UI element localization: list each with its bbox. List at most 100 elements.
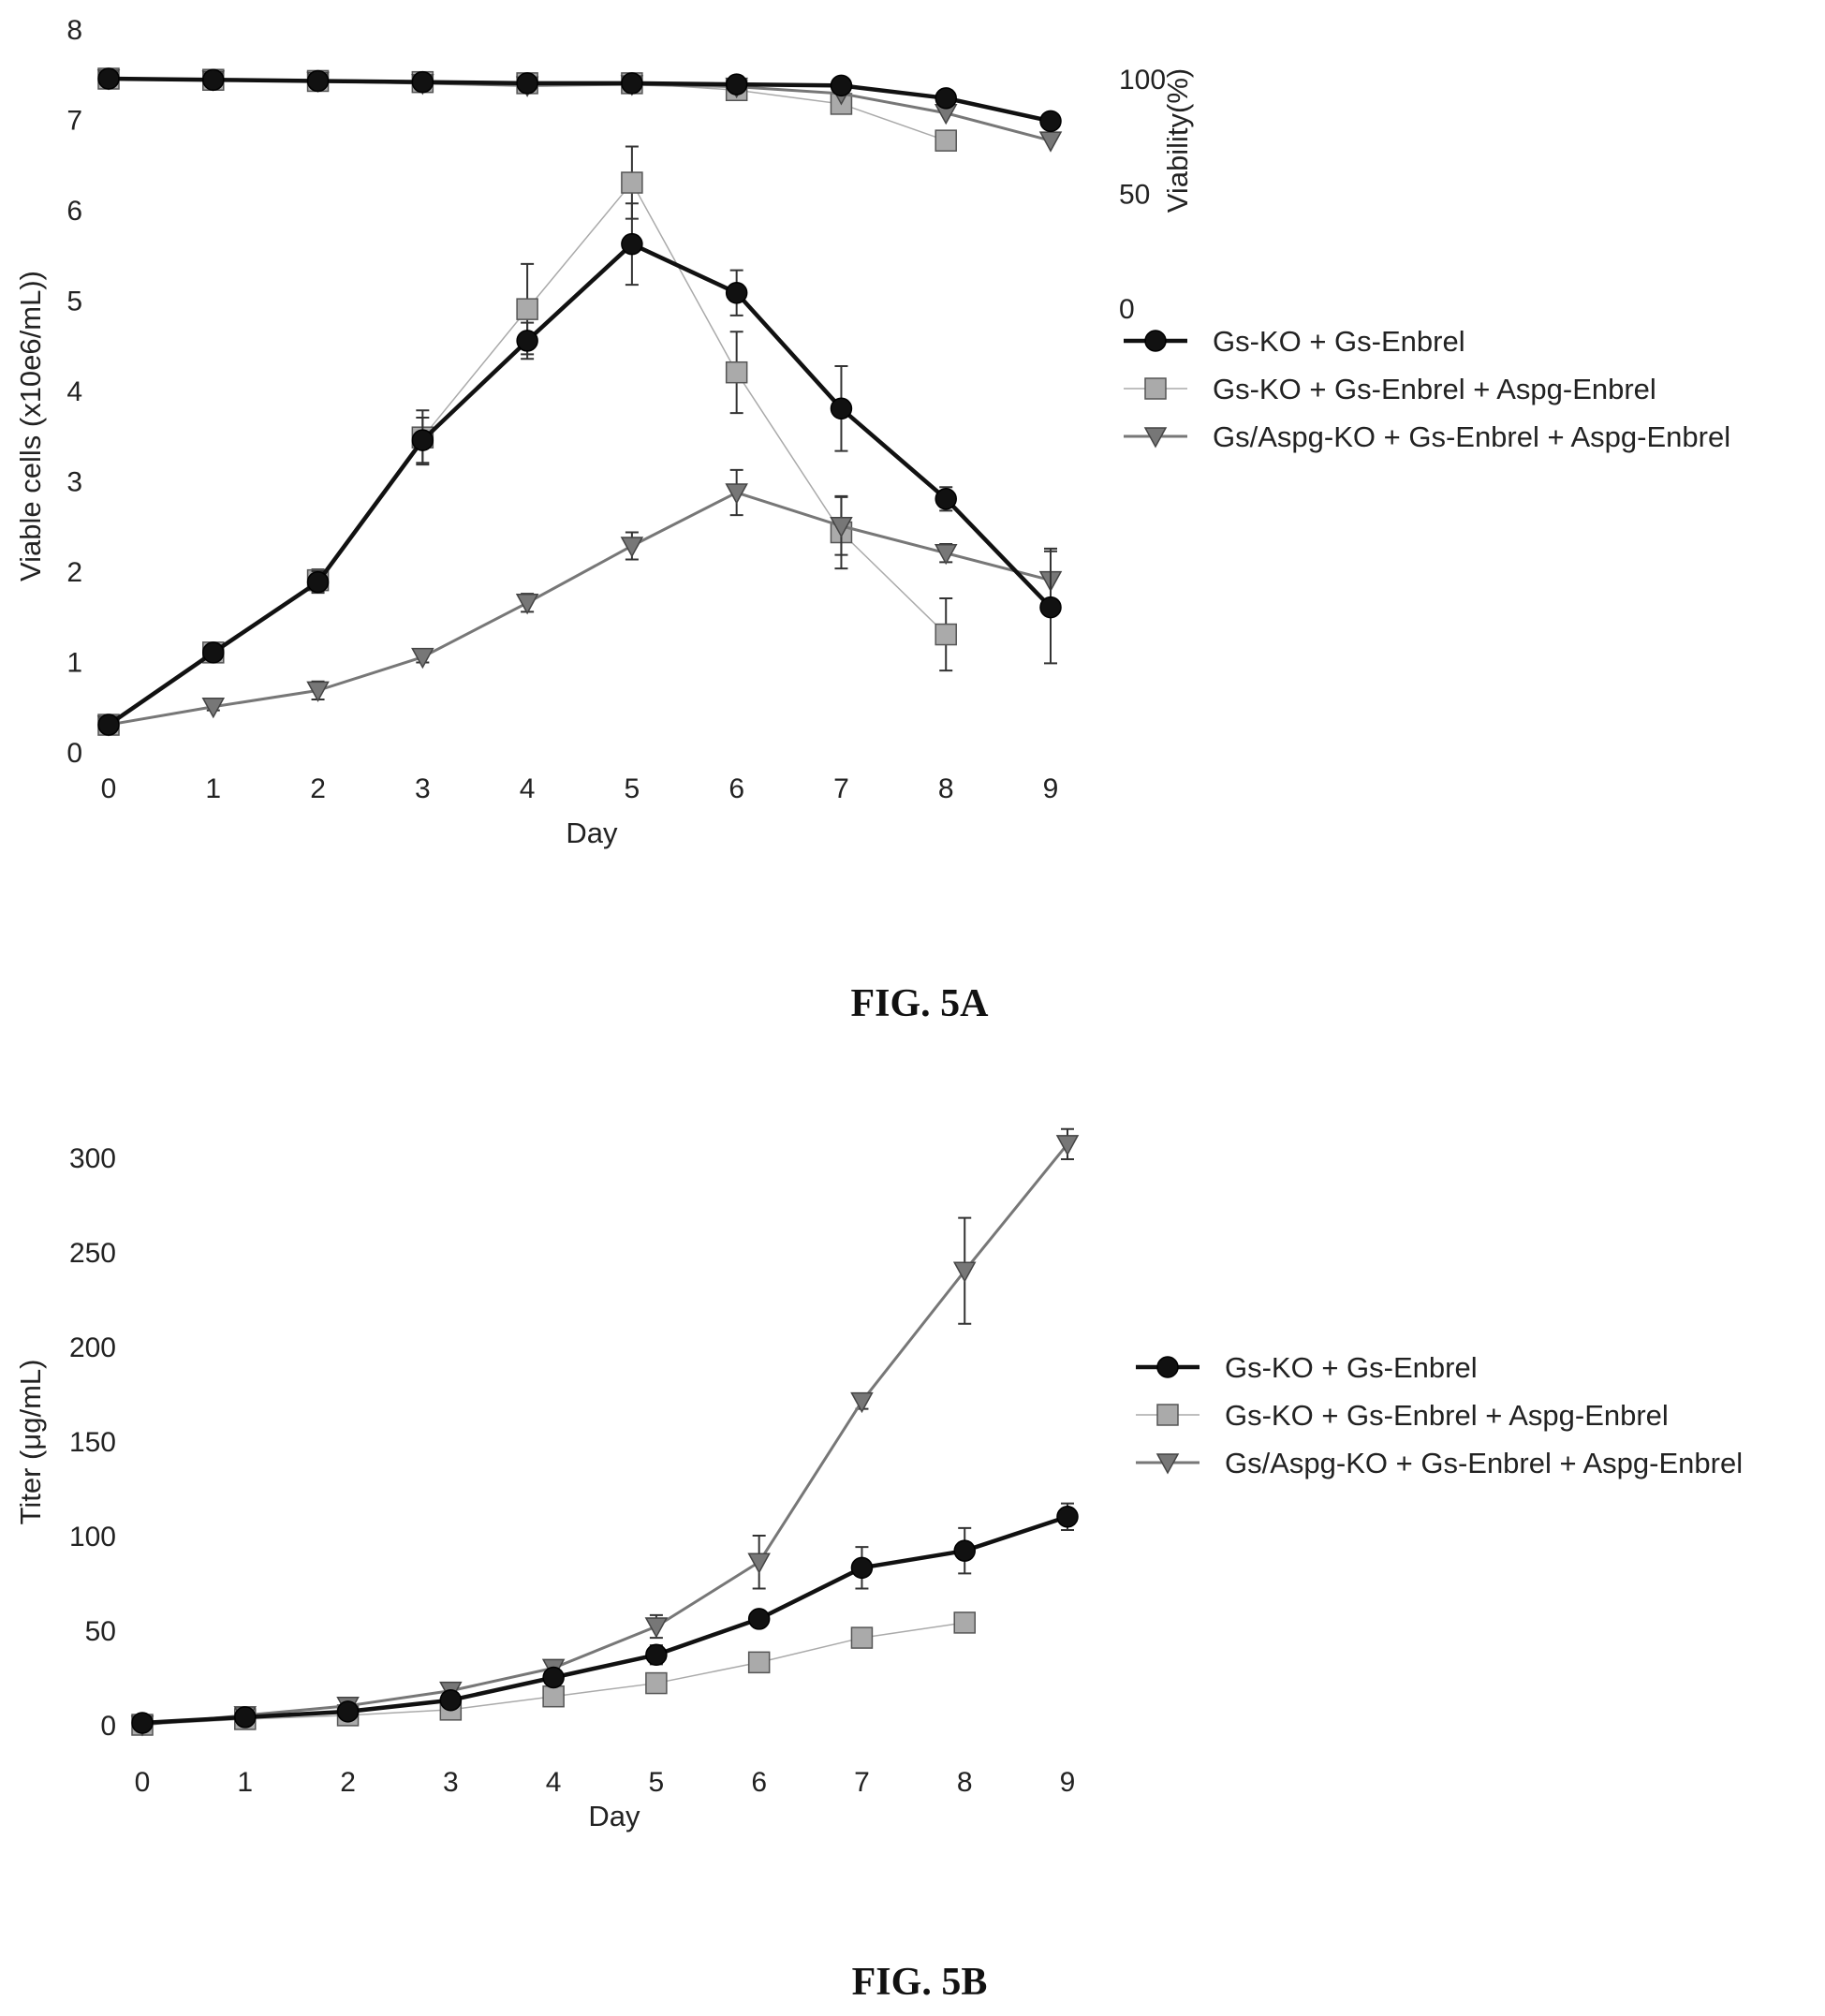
data-point (830, 74, 853, 97)
y-tick-label: 7 (66, 106, 82, 137)
x-tick-label: 6 (751, 1767, 767, 1798)
data-point (747, 1552, 771, 1574)
data-point (1039, 596, 1062, 619)
chart-5b-ticks: 0 1 2 3 4 5 6 7 8 9 0 50 100 150 200 250 300 (69, 1143, 1075, 1798)
x-tick-label: 8 (938, 773, 954, 804)
data-point (97, 714, 120, 736)
legend-entry: Gs-KO + Gs-Enbrel + Aspg-Enbrel (1124, 373, 1656, 405)
data-point (952, 1261, 977, 1283)
legend-marker (1156, 1356, 1179, 1378)
x-tick-label: 9 (1060, 1767, 1076, 1798)
data-point (850, 1556, 874, 1580)
chart-5b-xlabel: Day (588, 1800, 640, 1832)
data-point (1039, 110, 1062, 133)
series-line (108, 77, 1052, 142)
data-point (725, 361, 748, 384)
x-tick-label: 1 (237, 1767, 253, 1798)
chart-5b-caption: FIG. 5B (852, 1961, 988, 2004)
x-tick-label: 6 (729, 773, 744, 804)
data-point (725, 483, 748, 505)
legend-label: Gs/Aspg-KO + Gs-Enbrel + Aspg-Enbrel (1213, 420, 1730, 453)
legend-label: Gs/Aspg-KO + Gs-Enbrel + Aspg-Enbrel (1225, 1447, 1743, 1479)
data-point (621, 171, 643, 194)
legend-entry: Gs-KO + Gs-Enbrel (1136, 1351, 1478, 1384)
x-tick-label: 1 (205, 773, 221, 804)
series-1 (97, 145, 957, 736)
legend-marker (1144, 330, 1167, 352)
data-point (1038, 131, 1063, 153)
data-point (131, 1712, 154, 1734)
y-tick-label: 2 (66, 557, 82, 588)
data-point (234, 1706, 257, 1729)
chart-5a-ticks: 0 1 2 3 4 5 6 7 8 9 0 1 2 3 4 5 6 7 8 0 50 100 (66, 15, 1166, 804)
data-point (439, 1688, 463, 1712)
data-point (336, 1700, 360, 1723)
series-line (141, 1514, 1068, 1726)
data-point (542, 1685, 565, 1708)
x-tick-label: 0 (135, 1767, 151, 1798)
y-tick-label: 3 (66, 467, 82, 498)
series-line (141, 1142, 1069, 1727)
x-tick-label: 2 (310, 773, 326, 804)
data-point (1056, 1506, 1079, 1528)
x-tick-label: 5 (649, 1767, 665, 1798)
data-point (516, 298, 538, 320)
legend-entry: Gs-KO + Gs-Enbrel + Aspg-Enbrel (1136, 1399, 1669, 1432)
legend-marker (1143, 427, 1168, 449)
data-point (515, 594, 539, 615)
x-tick-label: 7 (833, 773, 849, 804)
data-point (935, 488, 957, 510)
x-tick-label: 3 (443, 1767, 459, 1798)
data-point (830, 397, 853, 420)
series-3 (97, 67, 1062, 133)
x-tick-label: 4 (546, 1767, 562, 1798)
legend-marker (1156, 1404, 1179, 1426)
y-tick-label: 4 (66, 376, 82, 407)
data-point (935, 623, 957, 646)
chart-5a-xlabel: Day (566, 817, 618, 849)
data-point (935, 87, 957, 110)
x-tick-label: 7 (854, 1767, 870, 1798)
legend-entry: Gs/Aspg-KO + Gs-Enbrel + Aspg-Enbrel (1124, 420, 1730, 453)
data-point (645, 1643, 668, 1667)
y-tick-label: 300 (69, 1143, 116, 1174)
legend-marker (1144, 377, 1167, 400)
data-point (202, 68, 225, 91)
x-tick-label: 9 (1043, 773, 1059, 804)
chart-5b: 0 1 2 3 4 5 6 7 8 9 0 50 100 150 200 250 300 Day Titer (… (14, 1127, 1743, 2004)
data-point (306, 69, 330, 93)
chart-5a-caption: FIG. 5A (851, 982, 990, 1025)
data-point (202, 641, 225, 664)
data-point (516, 72, 538, 95)
y-tick-label: 1 (66, 648, 82, 679)
legend-label: Gs-KO + Gs-Enbrel (1225, 1351, 1478, 1384)
y-tick-label: 50 (85, 1616, 116, 1647)
chart-5b-plot-area (130, 1127, 1080, 1737)
data-point (747, 1651, 771, 1674)
data-point (411, 429, 434, 451)
series-0 (131, 1502, 1079, 1734)
data-point (953, 1539, 976, 1562)
legend-entry: Gs-KO + Gs-Enbrel (1124, 325, 1465, 358)
data-point (516, 330, 538, 352)
data-point (411, 647, 434, 670)
chart-5a-plot-area (96, 67, 1063, 737)
series-line (107, 242, 1052, 727)
data-point (1055, 1135, 1080, 1156)
y-tick-label: 250 (69, 1238, 116, 1269)
legend-marker (1155, 1453, 1180, 1475)
x-tick-label: 0 (101, 773, 117, 804)
data-point (935, 129, 957, 152)
y-tick-label: 150 (69, 1427, 116, 1458)
y-tick-label: 5 (66, 287, 82, 317)
y-tick-label: 0 (100, 1711, 116, 1742)
legend-label: Gs-KO + Gs-Enbrel (1213, 325, 1465, 358)
x-tick-label: 3 (415, 773, 431, 804)
data-point (934, 543, 958, 566)
y2-tick-label: 50 (1119, 180, 1150, 211)
chart-5a-ylabel: Viable cells (x10e6/mL)) (14, 271, 47, 581)
y-tick-label: 200 (69, 1332, 116, 1363)
legend-label: Gs-KO + Gs-Enbrel + Aspg-Enbrel (1225, 1399, 1669, 1432)
data-point (97, 67, 120, 90)
y-tick-label: 8 (66, 15, 82, 46)
